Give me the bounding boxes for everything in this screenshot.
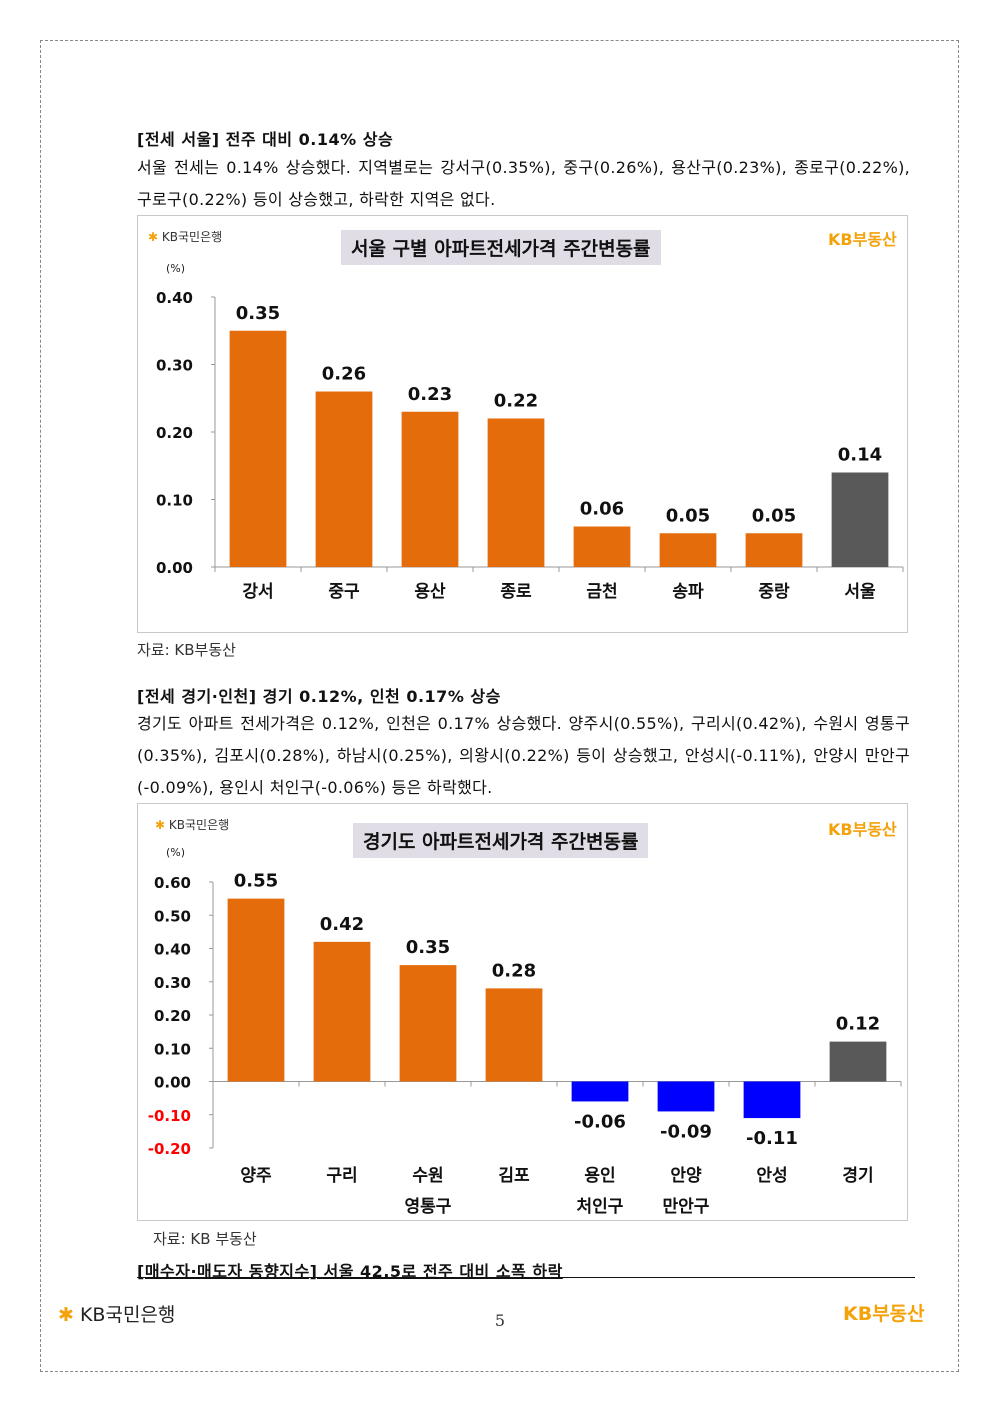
chart-title: 서울 구별 아파트전세가격 주간변동률 (341, 230, 661, 265)
bar (657, 1081, 715, 1112)
category-label: 종로 (500, 582, 532, 602)
data-label: 0.26 (322, 364, 366, 385)
kb-realestate-logo: KB부동산 (828, 820, 897, 839)
data-label: -0.11 (746, 1128, 798, 1149)
chart-gyeonggi-plot: (%) -0.20 -0.10 0.00 0.10 0.20 0.30 0.40 0.50 0.6… (148, 846, 902, 1217)
data-label: 0.06 (580, 499, 624, 520)
kb-bank-logo: ✱ KB국민은행 (148, 228, 222, 245)
category-label: 수원 (412, 1166, 443, 1186)
y-tick-label: 0.40 (154, 941, 191, 959)
category-label: 영통구 (405, 1197, 452, 1217)
page-frame (40, 40, 959, 1372)
category-label: 양주 (240, 1166, 272, 1186)
y-tick-label: -0.10 (148, 1107, 191, 1125)
category-label: 서울 (844, 582, 876, 602)
data-label: 0.55 (234, 871, 278, 892)
kb-star-icon: ✱ (58, 1304, 74, 1326)
footer-divider (137, 1277, 915, 1278)
category-label: 구리 (326, 1166, 357, 1186)
bar (659, 533, 717, 567)
kb-bank-label: KB국민은행 (161, 230, 223, 244)
bar (315, 391, 373, 567)
section-paragraph-seoul: 서울 전세는 0.14% 상승했다. 지역별로는 강서구(0.35%), 중구(… (137, 158, 910, 209)
bar (831, 472, 889, 567)
kb-star-icon: ✱ (148, 230, 159, 244)
data-label: 0.35 (406, 937, 450, 958)
section-heading-gyeonggi: [전세 경기·인천] 경기 0.12%, 인천 0.17% 상승 (137, 687, 501, 706)
source-note-gyeonggi: 자료: KB 부동산 (153, 1230, 257, 1248)
y-tick-label: 0.00 (154, 1074, 191, 1092)
page-number: 5 (494, 1311, 506, 1330)
y-tick-label: 0.20 (156, 424, 193, 442)
category-label: 금천 (586, 582, 617, 602)
category-label: 김포 (498, 1166, 530, 1186)
data-label: -0.06 (574, 1111, 626, 1132)
bar (829, 1041, 887, 1082)
bar (485, 988, 543, 1082)
category-label: 안양 (670, 1166, 702, 1186)
y-tick-label: -0.20 (148, 1140, 191, 1158)
bar (229, 330, 287, 567)
y-tick-label: 0.10 (154, 1040, 191, 1058)
kb-bank-logo: ✱ KB국민은행 (155, 816, 229, 833)
y-tick-label: 0.30 (156, 357, 193, 375)
data-label: 0.42 (320, 914, 364, 935)
axis-unit-label: (%) (166, 846, 185, 859)
bar (227, 898, 285, 1082)
section-heading-seoul: [전세 서울] 전주 대비 0.14% 상승 (137, 130, 394, 149)
chart-seoul: ✱ KB국민은행 KB부동산 서울 구별 아파트전세가격 주간변동률 (%) 0.… (137, 215, 908, 633)
data-label: 0.23 (408, 384, 452, 405)
bar (313, 941, 371, 1082)
chart-title: 경기도 아파트전세가격 주간변동률 (353, 823, 649, 858)
y-tick-label: 0.30 (154, 974, 191, 992)
y-tick-label: 0.00 (156, 559, 193, 577)
category-label: 안성 (756, 1166, 787, 1186)
bar (573, 526, 631, 567)
bar (401, 411, 459, 567)
data-label: -0.09 (660, 1121, 712, 1142)
data-label: 0.35 (236, 303, 280, 324)
category-label: 중구 (328, 582, 360, 602)
bar (571, 1081, 629, 1102)
category-label: 용산 (414, 582, 446, 602)
chart-seoul-plot: (%) 0.00 0.10 0.20 0.30 0.40 0.35 강서 0.26 중구 0.23 용… (156, 262, 904, 602)
bar (745, 533, 803, 567)
chart-gyeonggi: ✱ KB국민은행 KB부동산 경기도 아파트전세가격 주간변동률 (%) -0.2… (137, 803, 908, 1221)
data-label: 0.12 (836, 1014, 880, 1035)
source-note-seoul: 자료: KB부동산 (137, 641, 236, 659)
bar (399, 965, 457, 1082)
category-label: 경기 (842, 1166, 873, 1186)
kb-star-icon: ✱ (155, 818, 166, 832)
y-tick-label: 0.40 (156, 289, 193, 307)
data-label: 0.05 (752, 505, 796, 526)
kb-realestate-logo: KB부동산 (828, 230, 897, 249)
section-heading-index: [매수자·매도자 동향지수] 서울 42.5로 전주 대비 소폭 하락 (137, 1262, 563, 1281)
kb-bank-label: KB국민은행 (168, 818, 230, 832)
data-label: 0.22 (494, 391, 538, 412)
section-paragraph-gyeonggi: 경기도 아파트 전세가격은 0.12%, 인천은 0.17% 상승했다. 양주시… (137, 714, 910, 797)
y-tick-label: 0.50 (154, 907, 191, 925)
category-label: 만안구 (663, 1197, 710, 1217)
y-tick-label: 0.10 (156, 492, 193, 510)
footer-kb-bank-logo: ✱ KB국민은행 (58, 1300, 175, 1327)
data-label: 0.05 (666, 505, 710, 526)
bar (743, 1081, 801, 1119)
axis-unit-label: (%) (166, 262, 185, 275)
category-label: 중랑 (758, 582, 790, 602)
footer-kb-realestate-logo: KB부동산 (843, 1303, 925, 1325)
data-label: 0.28 (492, 960, 536, 981)
y-tick-label: 0.20 (154, 1007, 191, 1025)
y-tick-label: 0.60 (154, 874, 191, 892)
category-label: 용인 (584, 1166, 615, 1186)
category-label: 강서 (242, 582, 273, 602)
bar (487, 418, 545, 567)
footer-kb-bank-label: KB국민은행 (79, 1304, 176, 1326)
data-label: 0.14 (838, 445, 882, 466)
category-label: 송파 (672, 582, 704, 602)
category-label: 처인구 (577, 1197, 624, 1217)
